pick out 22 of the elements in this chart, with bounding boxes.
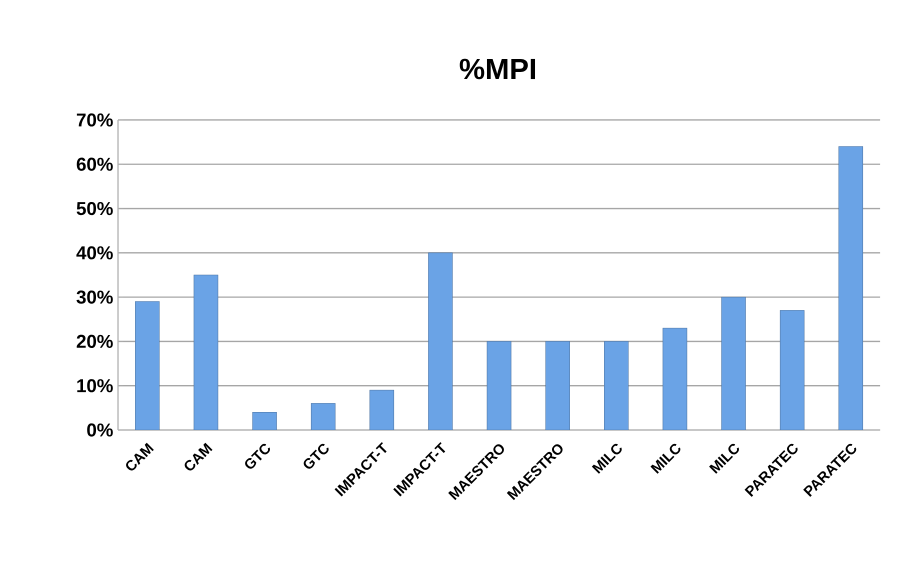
- bar: [545, 341, 570, 430]
- bar: [252, 412, 277, 430]
- bar: [721, 296, 746, 430]
- y-tick-label: 10%: [77, 379, 113, 392]
- y-tick-label: 0%: [87, 423, 113, 437]
- y-tick-label: 20%: [76, 334, 113, 348]
- y-tick-label: 30%: [76, 290, 113, 304]
- y-tick-label: 50%: [76, 202, 113, 216]
- y-tick-label: 40%: [76, 246, 113, 260]
- bar: [194, 274, 218, 430]
- bar: [604, 341, 629, 430]
- bar: [370, 390, 394, 430]
- bar: [428, 252, 453, 430]
- bar: [135, 301, 160, 430]
- chart-title: %MPI: [460, 58, 536, 80]
- y-tick-label: 70%: [76, 113, 113, 127]
- bar: [310, 403, 336, 430]
- bar: [780, 310, 804, 430]
- bar: [486, 341, 512, 430]
- bar: [838, 146, 864, 430]
- y-tick-label: 60%: [76, 158, 113, 171]
- bar: [662, 328, 688, 430]
